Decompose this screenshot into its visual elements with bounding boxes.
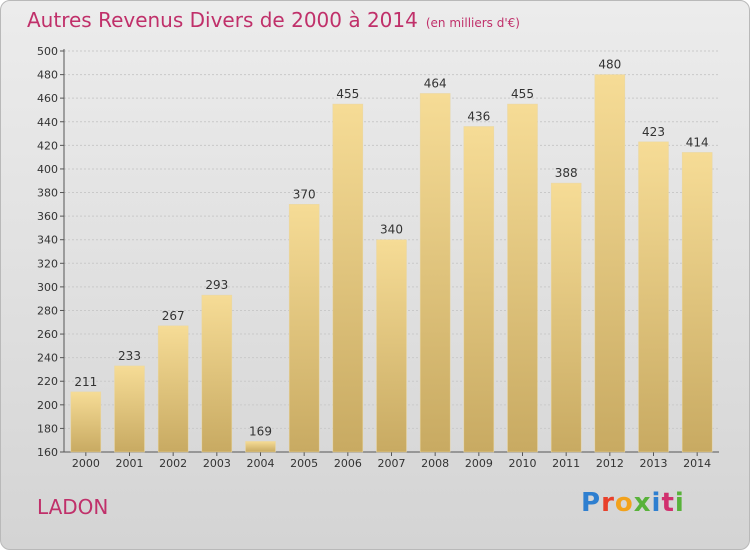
x-tick-label: 2003 <box>203 457 231 470</box>
x-tick-label: 2010 <box>509 457 537 470</box>
y-tick-label: 440 <box>37 116 58 129</box>
y-tick-label: 240 <box>37 352 58 365</box>
labels: 160 180 200 220 240 260 280 300 320 340 360 380 400 4… <box>37 45 711 470</box>
bar <box>681 152 713 453</box>
bar <box>376 239 407 453</box>
bar <box>594 74 626 453</box>
y-tick-label: 200 <box>37 399 58 412</box>
y-tick-label: 400 <box>37 163 58 176</box>
bar <box>245 441 276 453</box>
bar <box>332 103 364 453</box>
x-tick-label: 2009 <box>465 457 493 470</box>
x-tick-label: 2005 <box>290 457 318 470</box>
y-tick-label: 220 <box>37 375 58 388</box>
data-label: 455 <box>336 87 359 101</box>
y-tick-label: 360 <box>37 210 58 223</box>
bar <box>638 141 669 453</box>
bar <box>419 93 451 453</box>
region-name: LADON <box>37 495 109 519</box>
y-tick-label: 500 <box>37 45 58 58</box>
y-tick-label: 180 <box>37 422 58 435</box>
chart-title-text: Autres Revenus Divers de 2000 à 2014 <box>27 8 418 32</box>
data-label: 169 <box>249 424 272 438</box>
data-label: 233 <box>118 349 141 363</box>
x-tick-label: 2014 <box>683 457 711 470</box>
bar <box>507 103 538 453</box>
bar <box>201 294 233 453</box>
bar <box>463 126 495 453</box>
bar <box>288 204 320 453</box>
x-tick-label: 2002 <box>159 457 187 470</box>
y-tick-label: 480 <box>37 69 58 82</box>
y-tick-label: 380 <box>37 187 58 200</box>
y-tick-label: 280 <box>37 304 58 317</box>
bar <box>70 391 102 453</box>
x-tick-label: 2006 <box>334 457 362 470</box>
y-tick-label: 340 <box>37 234 58 247</box>
proxiti-logo: Proxiti <box>581 488 685 518</box>
x-tick-label: 2011 <box>552 457 580 470</box>
data-label: 455 <box>511 87 534 101</box>
chart-title: Autres Revenus Divers de 2000 à 2014 (en … <box>27 8 520 32</box>
y-tick-label: 460 <box>37 92 58 105</box>
x-tick-label: 2001 <box>116 457 144 470</box>
data-label: 211 <box>74 375 97 389</box>
y-tick-label: 300 <box>37 281 58 294</box>
bar <box>114 365 145 453</box>
y-tick-label: 320 <box>37 257 58 270</box>
y-tick-label: 160 <box>37 446 58 459</box>
y-tick-label: 260 <box>37 328 58 341</box>
data-label: 414 <box>686 135 709 149</box>
data-label: 464 <box>424 76 447 90</box>
data-label: 370 <box>293 187 316 201</box>
x-tick-label: 2007 <box>378 457 406 470</box>
x-tick-label: 2013 <box>640 457 668 470</box>
x-tick-label: 2012 <box>596 457 624 470</box>
bar <box>550 182 582 453</box>
x-tick-label: 2000 <box>72 457 100 470</box>
data-label: 436 <box>467 109 490 123</box>
x-tick-label: 2004 <box>247 457 275 470</box>
data-label: 423 <box>642 125 665 139</box>
chart-unit-note: (en milliers d'€) <box>425 16 520 30</box>
data-label: 340 <box>380 223 403 237</box>
bars <box>70 74 713 453</box>
bar <box>157 325 189 453</box>
data-label: 293 <box>205 278 228 292</box>
x-tick-label: 2008 <box>421 457 449 470</box>
data-label: 267 <box>162 309 185 323</box>
data-label: 480 <box>598 58 621 72</box>
data-label: 388 <box>555 166 578 180</box>
y-tick-label: 420 <box>37 139 58 152</box>
